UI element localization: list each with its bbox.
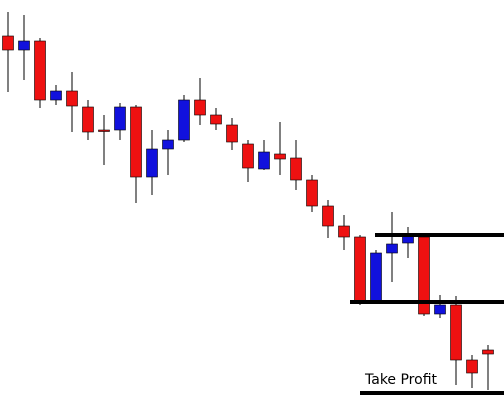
candle-body	[370, 252, 382, 303]
candle-body	[434, 304, 446, 315]
candle-body	[50, 90, 62, 101]
candle-body	[306, 179, 318, 207]
candle-body	[2, 35, 14, 51]
candle-body	[450, 304, 462, 361]
candle-body	[114, 106, 126, 131]
candle-body	[66, 90, 78, 107]
candle-body	[178, 99, 190, 141]
candle-body	[258, 151, 270, 170]
candle-body	[402, 235, 414, 244]
candle-body	[18, 40, 30, 51]
candle-body	[354, 236, 366, 303]
candle-body	[338, 225, 350, 238]
candle-body	[274, 153, 286, 160]
annotation: Take Profit	[364, 372, 438, 388]
candle-body	[130, 106, 142, 178]
candle-body	[242, 143, 254, 169]
candle-body	[82, 106, 94, 133]
candle-body	[466, 359, 478, 374]
candle-body	[210, 114, 222, 125]
candle-body	[98, 129, 110, 132]
candle-body	[226, 124, 238, 143]
candle-body	[162, 139, 174, 150]
candle-body	[146, 148, 158, 178]
candle-body	[386, 243, 398, 254]
candle-body	[290, 157, 302, 181]
candle-body	[34, 40, 46, 101]
candle-body	[194, 99, 206, 116]
candle-body	[322, 205, 334, 227]
candle-body	[482, 349, 494, 355]
